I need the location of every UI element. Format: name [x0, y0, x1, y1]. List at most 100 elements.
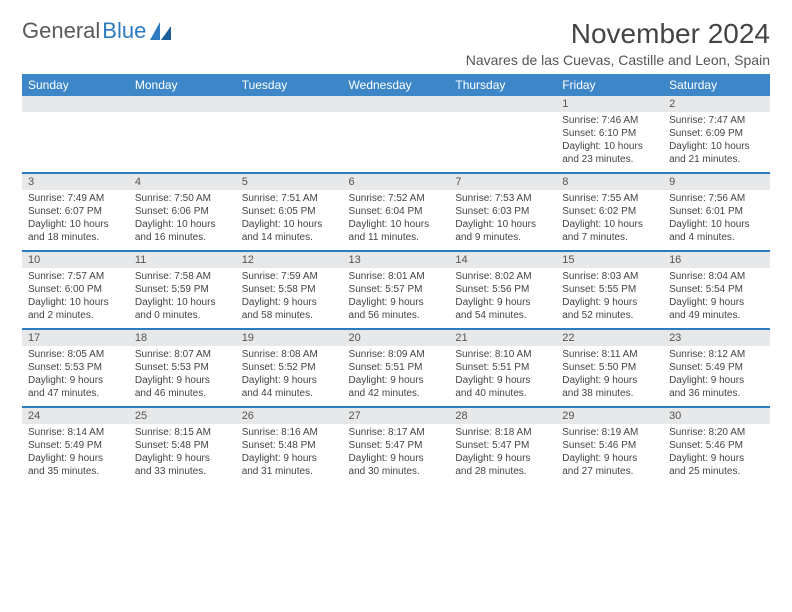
day1-text: Daylight: 9 hours: [135, 374, 230, 387]
day-body-cell: Sunrise: 7:49 AMSunset: 6:07 PMDaylight:…: [22, 190, 129, 251]
brand-word-2: Blue: [102, 18, 146, 44]
day1-text: Daylight: 9 hours: [455, 452, 550, 465]
day-body-cell: [22, 112, 129, 173]
sunset-text: Sunset: 5:53 PM: [28, 361, 123, 374]
sunset-text: Sunset: 6:03 PM: [455, 205, 550, 218]
day-number-cell: 1: [556, 96, 663, 112]
sunrise-text: Sunrise: 8:02 AM: [455, 270, 550, 283]
day-number: 23: [669, 332, 681, 344]
sunrise-text: Sunrise: 7:49 AM: [28, 192, 123, 205]
sunrise-text: Sunrise: 7:46 AM: [562, 114, 657, 127]
sunrise-text: Sunrise: 8:15 AM: [135, 426, 230, 439]
brand-word-1: General: [22, 18, 100, 44]
day-number: 8: [562, 176, 568, 188]
day2-text: and 23 minutes.: [562, 153, 657, 166]
day-number-cell: 6: [343, 173, 450, 190]
day-header: Friday: [556, 74, 663, 96]
day2-text: and 31 minutes.: [242, 465, 337, 478]
sunrise-text: Sunrise: 8:08 AM: [242, 348, 337, 361]
day-number-cell: 28: [449, 407, 556, 424]
day-number: 5: [242, 176, 248, 188]
day-number-cell: 13: [343, 251, 450, 268]
day-header-row: Sunday Monday Tuesday Wednesday Thursday…: [22, 74, 770, 96]
sunset-text: Sunset: 6:09 PM: [669, 127, 764, 140]
day1-text: Daylight: 9 hours: [349, 296, 444, 309]
day-number: 15: [562, 254, 574, 266]
day2-text: and 11 minutes.: [349, 231, 444, 244]
day-number: 30: [669, 410, 681, 422]
day-number-cell: 30: [663, 407, 770, 424]
week-body-row: Sunrise: 8:14 AMSunset: 5:49 PMDaylight:…: [22, 424, 770, 484]
day-number-cell: 5: [236, 173, 343, 190]
day-body-cell: Sunrise: 8:16 AMSunset: 5:48 PMDaylight:…: [236, 424, 343, 484]
day-number: 9: [669, 176, 675, 188]
sunrise-text: Sunrise: 8:19 AM: [562, 426, 657, 439]
sunrise-text: Sunrise: 7:55 AM: [562, 192, 657, 205]
sunrise-text: Sunrise: 7:56 AM: [669, 192, 764, 205]
day-number-cell: 12: [236, 251, 343, 268]
brand-logo: GeneralBlue: [22, 18, 172, 44]
day-number: 1: [562, 98, 568, 110]
day-body-cell: Sunrise: 8:18 AMSunset: 5:47 PMDaylight:…: [449, 424, 556, 484]
day-number: 17: [28, 332, 40, 344]
day1-text: Daylight: 10 hours: [562, 218, 657, 231]
sunrise-text: Sunrise: 8:09 AM: [349, 348, 444, 361]
day-body-cell: Sunrise: 8:12 AMSunset: 5:49 PMDaylight:…: [663, 346, 770, 407]
day1-text: Daylight: 10 hours: [135, 296, 230, 309]
sunset-text: Sunset: 5:47 PM: [349, 439, 444, 452]
day1-text: Daylight: 9 hours: [562, 452, 657, 465]
day2-text: and 40 minutes.: [455, 387, 550, 400]
day1-text: Daylight: 10 hours: [455, 218, 550, 231]
day-number: 4: [135, 176, 141, 188]
sunrise-text: Sunrise: 8:18 AM: [455, 426, 550, 439]
week-number-row: 24252627282930: [22, 407, 770, 424]
title-block: November 2024 Navares de las Cuevas, Cas…: [466, 18, 770, 68]
day-body-cell: [236, 112, 343, 173]
sunrise-text: Sunrise: 8:20 AM: [669, 426, 764, 439]
day-body-cell: [129, 112, 236, 173]
day-number-cell: 25: [129, 407, 236, 424]
day-number-cell: 7: [449, 173, 556, 190]
day-number-cell: 10: [22, 251, 129, 268]
day2-text: and 38 minutes.: [562, 387, 657, 400]
day2-text: and 58 minutes.: [242, 309, 337, 322]
sunset-text: Sunset: 5:48 PM: [135, 439, 230, 452]
calendar-body: 12Sunrise: 7:46 AMSunset: 6:10 PMDayligh…: [22, 96, 770, 484]
day2-text: and 7 minutes.: [562, 231, 657, 244]
day-body-cell: Sunrise: 8:08 AMSunset: 5:52 PMDaylight:…: [236, 346, 343, 407]
day1-text: Daylight: 9 hours: [562, 296, 657, 309]
day-body-cell: Sunrise: 7:51 AMSunset: 6:05 PMDaylight:…: [236, 190, 343, 251]
day-number-cell: 29: [556, 407, 663, 424]
sunset-text: Sunset: 5:48 PM: [242, 439, 337, 452]
sunset-text: Sunset: 5:55 PM: [562, 283, 657, 296]
day-body-cell: Sunrise: 7:52 AMSunset: 6:04 PMDaylight:…: [343, 190, 450, 251]
day-header: Saturday: [663, 74, 770, 96]
day-number: 26: [242, 410, 254, 422]
day-body-cell: Sunrise: 8:15 AMSunset: 5:48 PMDaylight:…: [129, 424, 236, 484]
day-body-cell: Sunrise: 8:03 AMSunset: 5:55 PMDaylight:…: [556, 268, 663, 329]
day-number: 25: [135, 410, 147, 422]
day1-text: Daylight: 10 hours: [28, 296, 123, 309]
day-body-cell: Sunrise: 8:20 AMSunset: 5:46 PMDaylight:…: [663, 424, 770, 484]
day-number-cell: 19: [236, 329, 343, 346]
sunrise-text: Sunrise: 8:01 AM: [349, 270, 444, 283]
day-number: 11: [135, 254, 146, 266]
day-body-cell: Sunrise: 8:04 AMSunset: 5:54 PMDaylight:…: [663, 268, 770, 329]
sunset-text: Sunset: 5:51 PM: [349, 361, 444, 374]
day-number-cell: 8: [556, 173, 663, 190]
day-number-cell: 22: [556, 329, 663, 346]
day-number-cell: 24: [22, 407, 129, 424]
day2-text: and 0 minutes.: [135, 309, 230, 322]
sunset-text: Sunset: 5:52 PM: [242, 361, 337, 374]
day-body-cell: Sunrise: 8:14 AMSunset: 5:49 PMDaylight:…: [22, 424, 129, 484]
day1-text: Daylight: 9 hours: [669, 296, 764, 309]
day-number-cell: 14: [449, 251, 556, 268]
day-number: 21: [455, 332, 467, 344]
day-number-cell: 20: [343, 329, 450, 346]
week-number-row: 17181920212223: [22, 329, 770, 346]
day1-text: Daylight: 9 hours: [455, 296, 550, 309]
sunset-text: Sunset: 5:46 PM: [562, 439, 657, 452]
day-number-cell: 21: [449, 329, 556, 346]
day-body-cell: Sunrise: 8:19 AMSunset: 5:46 PMDaylight:…: [556, 424, 663, 484]
day1-text: Daylight: 9 hours: [242, 374, 337, 387]
